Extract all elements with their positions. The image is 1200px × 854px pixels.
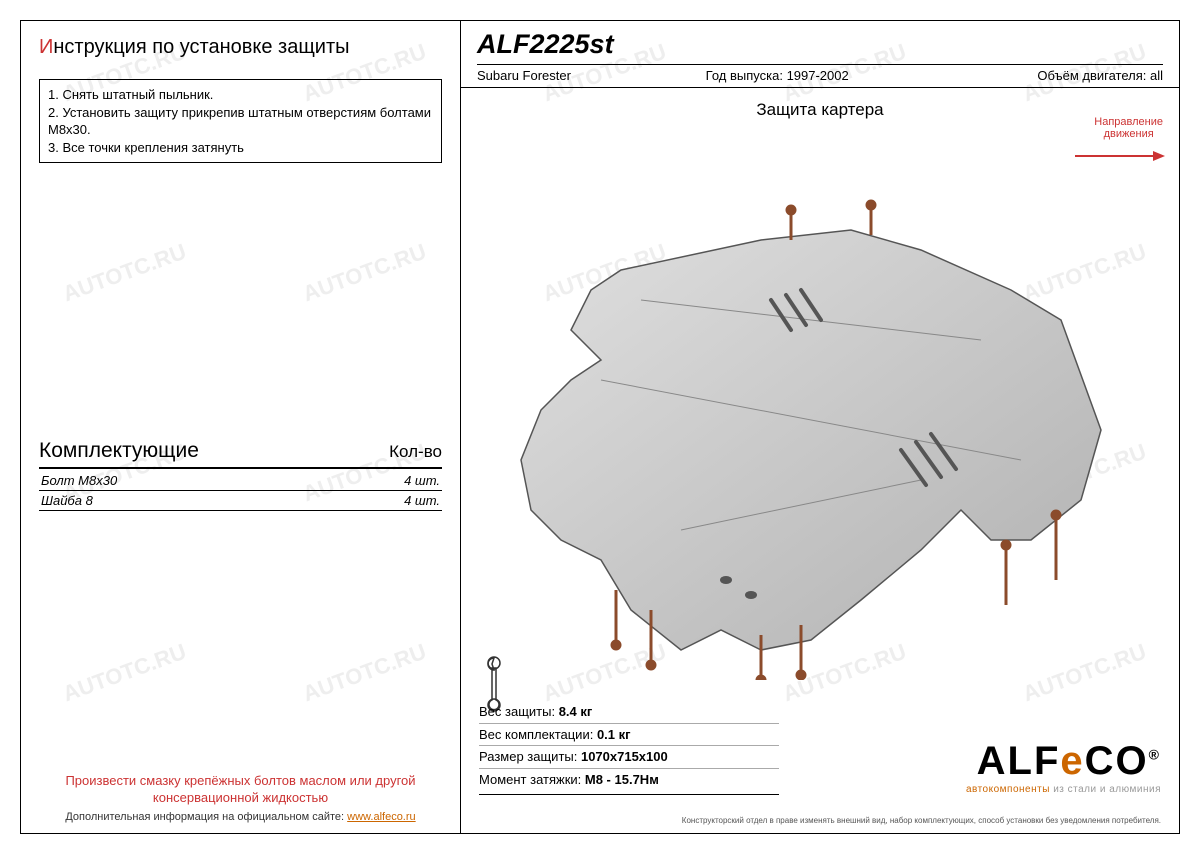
year-info: Год выпуска: 1997-2002 <box>706 68 935 83</box>
component-qty: 4 шт. <box>404 493 440 508</box>
drawing-area: Вес защиты: 8.4 кг Вес комплектации: 0.1… <box>461 120 1179 833</box>
engine-info: Объём двигателя: all <box>934 68 1163 83</box>
site-info: Дополнительная информация на официальном… <box>39 811 442 823</box>
logo-text: ALFeCO® <box>966 739 1161 784</box>
product-meta-row: Subaru Forester Год выпуска: 1997-2002 О… <box>477 64 1163 83</box>
site-link[interactable]: www.alfeco.ru <box>347 811 415 823</box>
instruction-step: 2. Установить защиту прикрепив штатным о… <box>48 104 433 139</box>
vehicle-name: Subaru Forester <box>477 68 706 83</box>
spec-size: Размер защиты: 1070х715х100 <box>479 746 779 769</box>
title-rest: нструкция по установке защиты <box>53 36 349 58</box>
component-name: Шайба 8 <box>41 493 93 508</box>
spec-weight: Вес защиты: 8.4 кг <box>479 701 779 724</box>
title-accent-letter: И <box>39 36 53 58</box>
drawing-title: Защита картера <box>461 100 1179 120</box>
left-footer: Произвести смазку крепёжных болтов масло… <box>39 773 442 823</box>
component-name: Болт М8х30 <box>41 473 117 488</box>
right-header: ALF2225st Subaru Forester Год выпуска: 1… <box>461 21 1179 88</box>
spec-kit-weight: Вес комплектации: 0.1 кг <box>479 724 779 747</box>
logo-block: ALFeCO® автокомпоненты из стали и алюмин… <box>966 739 1161 795</box>
right-panel: ALF2225st Subaru Forester Год выпуска: 1… <box>461 21 1179 833</box>
page-frame: Инструкция по установке защиты 1. Снять … <box>20 20 1180 834</box>
specs-block: Вес защиты: 8.4 кг Вес комплектации: 0.1… <box>479 701 779 795</box>
skid-plate-drawing <box>501 180 1121 680</box>
instruction-step: 1. Снять штатный пыльник. <box>48 86 433 104</box>
instructions-title: Инструкция по установке защиты <box>39 36 442 59</box>
components-title: Комплектующие <box>39 439 199 463</box>
lubrication-warning: Произвести смазку крепёжных болтов масло… <box>39 773 442 807</box>
component-row: Шайба 8 4 шт. <box>39 491 442 511</box>
logo-tagline: автокомпоненты из стали и алюминия <box>966 784 1161 795</box>
left-panel: Инструкция по установке защиты 1. Снять … <box>21 21 461 833</box>
components-block: Комплектующие Кол-во Болт М8х30 4 шт. Ша… <box>39 439 442 511</box>
components-qty-title: Кол-во <box>389 442 442 462</box>
instructions-box: 1. Снять штатный пыльник. 2. Установить … <box>39 79 442 163</box>
components-header: Комплектующие Кол-во <box>39 439 442 469</box>
product-code: ALF2225st <box>477 29 1163 60</box>
copyright-notice: Конструкторский отдел в праве изменять в… <box>682 816 1161 825</box>
component-row: Болт М8х30 4 шт. <box>39 471 442 491</box>
site-label: Дополнительная информация на официальном… <box>65 811 347 823</box>
spec-torque: Момент затяжки: М8 - 15.7Нм <box>479 769 779 791</box>
component-qty: 4 шт. <box>404 473 440 488</box>
instruction-step: 3. Все точки крепления затянуть <box>48 139 433 157</box>
